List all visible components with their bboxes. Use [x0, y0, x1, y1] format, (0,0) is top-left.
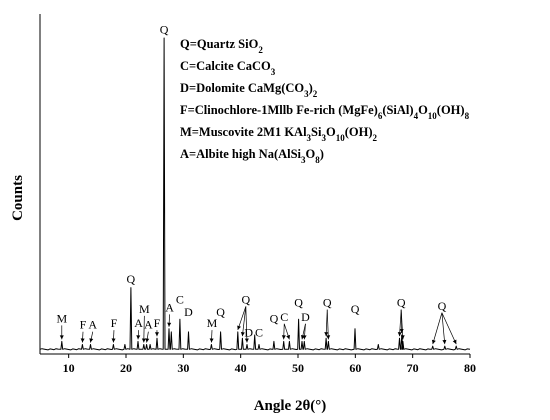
legend: Q=Quartz SiO2 C=Calcite CaCO3 D=Dolomite C… [180, 37, 470, 165]
peak-label: A [165, 300, 174, 314]
peak-pointer-line [326, 309, 329, 340]
peak-label: D [184, 305, 193, 319]
peak-pointer-arrowhead [244, 338, 249, 343]
y-axis-label: Counts [10, 175, 26, 221]
peak-label: Q [127, 272, 136, 286]
axes: 10 20 30 40 50 60 70 80 [39, 14, 476, 375]
peak-pointer-line [432, 312, 443, 345]
peak-label: C [280, 310, 288, 324]
peak-label: F [111, 316, 118, 330]
peak-label: C [176, 292, 184, 306]
x-tick-label: 20 [120, 361, 132, 375]
x-tick-label: 50 [292, 361, 304, 375]
peak-label: D [244, 326, 253, 340]
peak-pointer-arrowhead [240, 331, 245, 337]
x-tick-label: 30 [177, 361, 189, 375]
peak-label: Q [216, 305, 225, 319]
peak-label: A [88, 318, 97, 332]
peak-pointer-arrowhead [324, 332, 329, 337]
peak-label: Q [397, 296, 406, 310]
peak-pointer-arrowhead [209, 338, 214, 343]
peak-label: F [154, 316, 161, 330]
peak-label: Q [270, 311, 279, 325]
peak-pointer-arrowhead [431, 339, 436, 345]
peak-label: A [144, 318, 153, 332]
x-tick-label: 80 [464, 361, 476, 375]
peak-pointer-arrowhead [167, 322, 172, 327]
peak-pointer-arrowhead [80, 338, 85, 343]
peak-pointer-arrowhead [59, 335, 64, 340]
peak-pointer-arrowhead [111, 338, 116, 343]
peak-pointer-line [143, 315, 145, 343]
peak-label: Q [323, 296, 332, 310]
peak-pointer-arrowhead [237, 325, 241, 330]
peak-pointer-arrowhead [286, 334, 291, 340]
peak-label: C [255, 326, 263, 340]
peak-pointer-arrowhead [141, 338, 146, 343]
peak-label: F [80, 318, 87, 332]
legend-entry: M=Muscovite 2M1 KAl3Si3O10(OH)2 [180, 125, 378, 143]
peak-pointer-arrowhead [442, 339, 447, 345]
peak-pointer-arrowhead [145, 338, 150, 343]
x-axis-label: Angle 2θ(°) [254, 398, 327, 414]
peak-pointer-arrowhead [281, 335, 286, 340]
peak-pointer-line [325, 309, 328, 337]
xrd-pattern-line [39, 37, 471, 351]
x-tick-label: 10 [63, 361, 75, 375]
peak-pointer-line [237, 306, 247, 330]
x-tick-label: 70 [407, 361, 419, 375]
peak-pointer-arrowhead [302, 335, 307, 340]
x-tick-label: 60 [349, 361, 361, 375]
peak-pointer-line [245, 306, 248, 343]
peak-label: M [56, 311, 67, 325]
legend-entry: A=Albite high Na(AlSi3O8) [180, 147, 324, 165]
peak-label: Q [294, 296, 303, 310]
peak-label: M [207, 316, 218, 330]
peak-pointer-line [242, 306, 247, 337]
x-axis-ticks: 10 20 30 40 50 60 70 80 [63, 354, 476, 375]
peak-pointer-arrowhead [89, 338, 94, 343]
peak-pointer-line [441, 312, 457, 345]
x-tick-label: 40 [235, 361, 247, 375]
peak-label: Q [160, 22, 169, 36]
peak-label: Q [438, 299, 447, 313]
legend-entry: D=Dolomite CaMg(CO3)2 [180, 81, 318, 99]
peak-pointer-arrowhead [136, 335, 141, 340]
peak-pointer-arrowhead [154, 332, 159, 337]
peak-pointer-line [399, 309, 402, 337]
peak-pointer-arrowhead [397, 332, 402, 337]
peak-pointer-arrowhead [452, 339, 457, 345]
peak-pointer-arrowhead [326, 335, 331, 340]
legend-entry: F=Clinochlore-1Mllb Fe-rich (MgFe)6(SiAl… [180, 103, 470, 121]
peak-label: Q [241, 292, 250, 306]
legend-entry: Q=Quartz SiO2 [180, 37, 263, 55]
peak-label: D [301, 310, 310, 324]
peak-label: A [134, 316, 143, 330]
peak-label: M [139, 302, 150, 316]
peak-pointer-line [400, 309, 404, 340]
peak-pointer-line [441, 312, 446, 345]
peak-label: Q [351, 302, 360, 316]
peak-pointer-arrowhead [400, 335, 405, 340]
legend-entry: C=Calcite CaCO3 [180, 59, 276, 77]
